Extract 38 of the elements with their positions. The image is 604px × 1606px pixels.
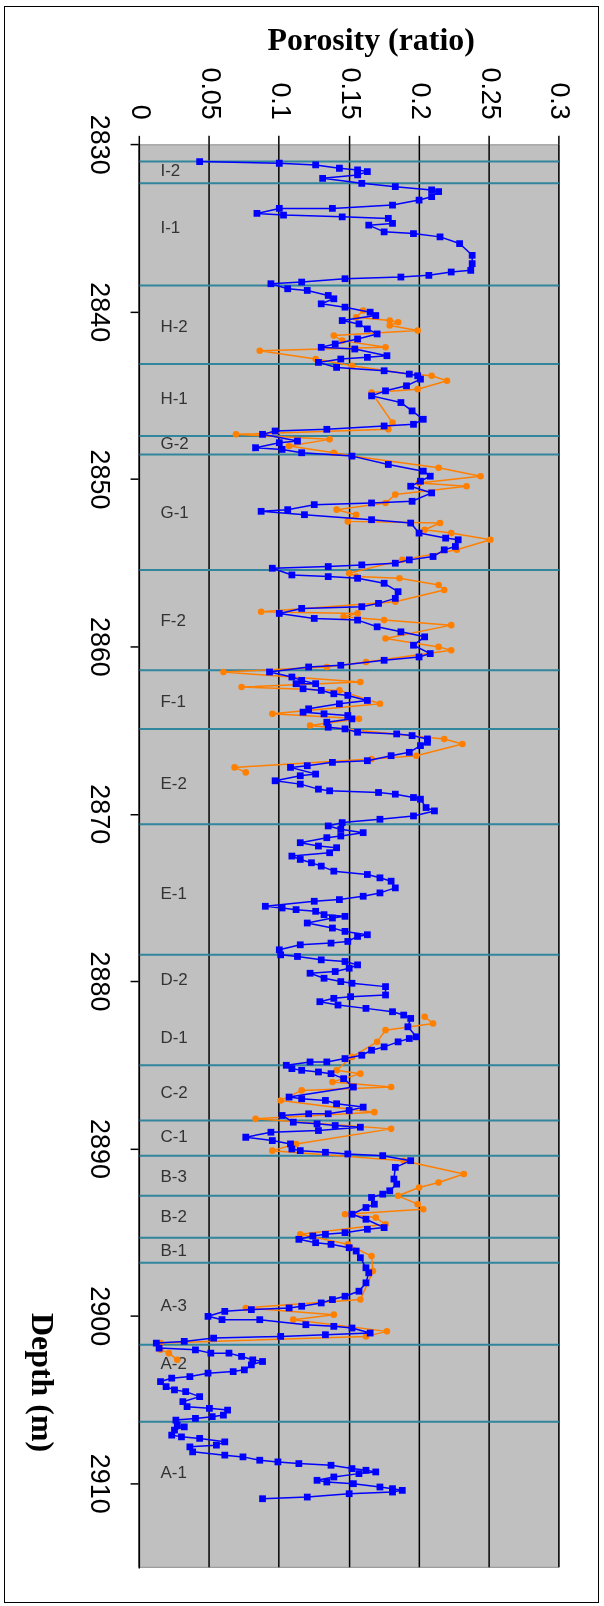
annotation: A-1 [160,1463,187,1483]
annotation: C-1 [160,1126,188,1146]
x-tick-label: 0.2 [405,82,436,120]
annotation: G-2 [160,434,189,454]
y-tick-label: 2840 [85,282,116,343]
y-tick-label: 2860 [85,616,116,677]
y-tick-label: 2910 [85,1453,116,1514]
x-tick-label: 0.1 [265,82,296,120]
annotation: B-1 [160,1240,187,1260]
annotation: E-2 [160,773,187,793]
annotation: H-2 [160,316,188,336]
x-axis-title: Porosity (ratio) [267,22,475,58]
annotation: I-1 [160,218,181,238]
y-tick-label: 2830 [85,114,116,175]
y-tick-label: 2900 [85,1286,116,1347]
x-tick-label: 0.25 [475,67,506,120]
annotation: D-1 [160,1028,188,1048]
annotation: F-2 [160,611,186,631]
y-tick-label: 2880 [85,951,116,1012]
x-tick-label: 0.15 [335,67,366,120]
x-tick-label: 0.3 [545,82,576,120]
annotation: F-1 [160,691,186,711]
annotation: D-2 [160,969,188,989]
annotation: H-1 [160,388,188,408]
annotation: B-2 [160,1207,187,1227]
x-tick-label: 0.05 [196,67,226,120]
y-tick-label: 2890 [85,1118,116,1179]
annotation: C-2 [160,1083,188,1103]
annotation: E-1 [160,884,187,904]
annotation: G-1 [160,502,189,522]
x-tick-label: 0 [126,104,157,120]
annotation: A-2 [160,1354,187,1374]
annotation: B-3 [160,1167,187,1187]
y-tick-label: 2850 [85,449,116,510]
annotation: I-2 [160,161,181,181]
y-axis-title: Depth (m) [24,1312,60,1453]
annotation: A-3 [160,1295,187,1315]
y-tick-label: 2870 [85,784,116,845]
